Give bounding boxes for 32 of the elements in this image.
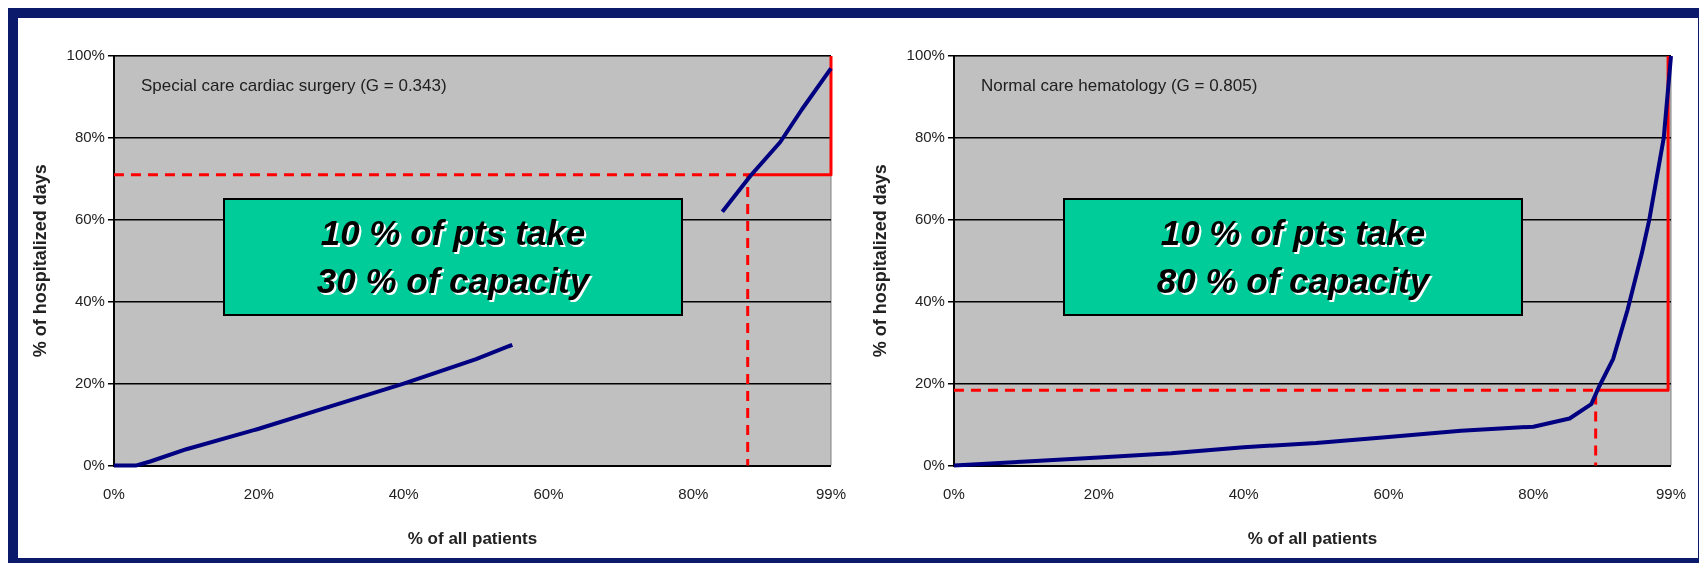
x-tick-label: 40%	[388, 484, 419, 502]
x-tick-label: 60%	[1373, 484, 1404, 502]
y-tick-label: 0%	[923, 455, 945, 473]
text: Special care cardiac surgery (G = 0.343)	[140, 75, 447, 95]
x-tick-label: 20%	[1083, 484, 1114, 502]
x-tick-label: 0%	[943, 484, 965, 502]
y-tick-label: 20%	[914, 373, 945, 391]
x-tick-label: 99%	[1655, 484, 1686, 502]
x-tick-label: 80%	[678, 484, 709, 502]
x-tick-label: 20%	[243, 484, 274, 502]
x-tick-label: 0%	[103, 484, 125, 502]
y-tick-label: 40%	[74, 291, 105, 309]
x-tick-label: 99%	[815, 484, 846, 502]
x-axis-title: % of all patients	[407, 529, 538, 549]
text-box: 10 % of pts take 80 % of capacity	[1063, 198, 1523, 316]
x-axis-title: % of all patients	[1247, 529, 1378, 549]
x-tick-label: 80%	[1518, 484, 1549, 502]
x-tick-label: 40%	[1228, 484, 1259, 502]
y-tick-label: 60%	[74, 209, 105, 227]
x-tick-label: 60%	[533, 484, 564, 502]
text-box: 10 % of pts take 30 % of capacity	[223, 198, 683, 316]
y-tick-label: 60%	[914, 209, 945, 227]
text: Normal care hematology (G = 0.805)	[980, 75, 1258, 95]
y-tick-label: 20%	[74, 373, 105, 391]
y-axis-title: % of hospitalized days	[29, 164, 50, 358]
y-tick-label: 80%	[914, 128, 945, 146]
y-tick-label: 40%	[914, 291, 945, 309]
y-tick-label: 100%	[906, 46, 945, 64]
y-tick-label: 0%	[83, 455, 105, 473]
y-tick-label: 80%	[74, 128, 105, 146]
y-tick-label: 100%	[66, 46, 105, 64]
y-axis-title: % of hospitalized days	[869, 164, 890, 358]
